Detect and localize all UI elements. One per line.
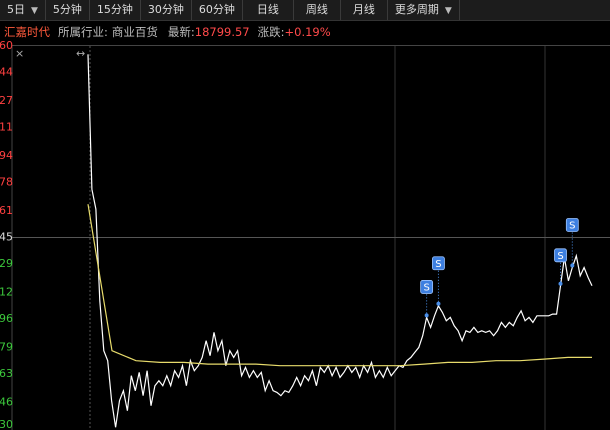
price-line [87,204,592,367]
dropdown-arrow: ▼ [31,6,38,16]
tab-label: 更多周期 [394,3,439,16]
trade-badge [432,256,445,271]
trade-label: S [435,259,441,270]
y-tick-label: 78 [0,176,13,189]
trade-label: S [557,251,563,262]
tab[interactable]: 月线 [341,0,388,20]
stock-name: 汇嘉时代 [4,25,50,39]
y-tick-label: 30 [0,418,13,430]
close-icon[interactable]: × [15,47,24,60]
y-tick-label: 61 [0,204,13,217]
industry-label: 所属行业: [58,25,108,39]
trade-badge [554,248,567,263]
y-tick-label: 60 [0,39,13,52]
trade-label: S [423,282,429,293]
y-tick-label: 94 [0,149,13,162]
tab[interactable]: 5分钟 [46,0,90,20]
y-tick-label: 12 [0,285,13,298]
trade-point [436,301,441,306]
dropdown-arrow: ▼ [444,6,452,16]
y-tick-label: 45 [0,231,13,244]
tab[interactable]: 15分钟 [90,0,141,20]
y-tick-label: 11 [0,121,13,134]
trade-point [570,263,575,268]
y-tick-label: 79 [0,340,13,353]
industry: 商业百货 [111,25,158,39]
trade-point [424,313,429,318]
trade-point [558,281,563,286]
tab[interactable]: 日线 [243,0,294,20]
trade-label: S [569,220,575,231]
info-bar: 汇嘉时代 所属行业: 商业百货 最新:18799.57 涨跌:+0.19% [4,24,335,40]
latest-label: 最新: [167,25,195,39]
tab[interactable]: 更多周期 ▼ [388,0,460,20]
tab[interactable]: 周线 [294,0,341,20]
tab[interactable]: 60分钟 [192,0,243,20]
toolbar: 5日 ▼ 5分钟 15分钟 30分钟 60分钟 日线 周线 月线 更多周期 ▼ [0,0,610,21]
tab[interactable]: 30分钟 [141,0,192,20]
y-tick-label: 46 [0,395,13,408]
y-tick-label: 29 [0,257,13,270]
trade-badge [420,280,434,294]
change-label: 涨跌: [257,25,285,39]
drag-icon[interactable]: ↔ [76,47,85,60]
tab[interactable]: 5日 ▼ [0,0,46,20]
tab-label: 5日 [7,3,25,16]
y-tick-label: 44 [0,66,13,79]
latest-price: 18799.57 [194,25,250,39]
change: +0.19% [284,25,331,39]
trade-badge [565,218,579,232]
y-tick-label: 27 [0,94,13,107]
y-tick-label: 63 [0,367,13,380]
price-line [87,54,593,428]
y-tick-label: 96 [0,312,13,325]
